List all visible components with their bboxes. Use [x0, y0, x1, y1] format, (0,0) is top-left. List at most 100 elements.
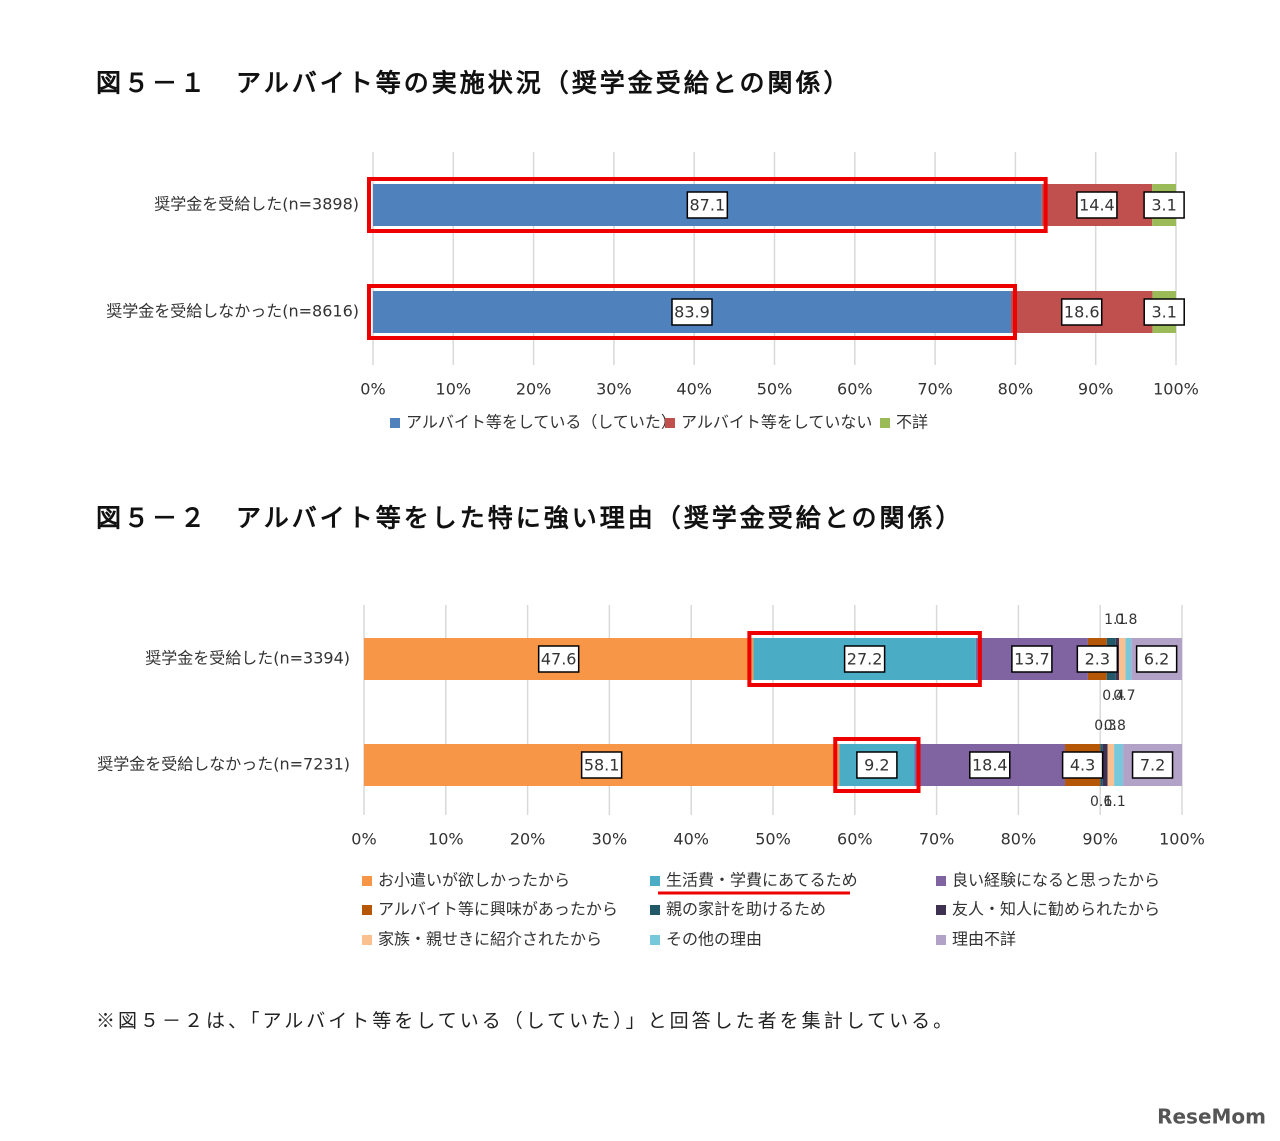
bar-segment [1114, 744, 1124, 786]
x-tick-label: 40% [676, 380, 712, 399]
data-label: 0.6 [1090, 794, 1112, 810]
legend-swatch [650, 876, 660, 886]
highlight-frame [367, 284, 1017, 340]
data-label: 14.4 [1079, 196, 1115, 215]
legend-swatch [362, 935, 372, 945]
x-tick-label: 20% [516, 380, 552, 399]
label-box [1061, 751, 1104, 779]
highlight-frame [367, 177, 1048, 233]
x-tick-label: 80% [998, 380, 1034, 399]
data-label: 3.1 [1151, 196, 1176, 215]
x-tick-label: 80% [1001, 830, 1037, 849]
label-box [1143, 298, 1185, 326]
legend-label: その他の理由 [666, 930, 762, 949]
legend-label: 親の家計を助けるため [666, 900, 826, 919]
highlight-frame [833, 737, 921, 793]
data-label: 13.7 [1014, 650, 1050, 669]
x-tick-label: 30% [596, 380, 632, 399]
x-tick-label: 60% [837, 830, 873, 849]
legend-label: アルバイト等に興味があったから [378, 900, 618, 919]
legend-label: 良い経験になると思ったから [952, 871, 1160, 890]
data-label: 3.1 [1151, 303, 1176, 322]
bar-segment [1125, 638, 1132, 680]
x-tick-label: 50% [755, 830, 791, 849]
x-tick-label: 0% [351, 830, 376, 849]
legend-swatch [362, 876, 372, 886]
legend-swatch [936, 876, 946, 886]
data-label: 27.2 [847, 650, 883, 669]
label-box [1060, 298, 1103, 326]
label-box [969, 751, 1011, 779]
legend-label: 生活費・学費にあてるため [666, 871, 858, 890]
category-label: 奨学金を受給しなかった(n=8616) [106, 302, 359, 321]
data-label: 1.1 [1104, 612, 1126, 628]
x-tick-label: 60% [837, 380, 873, 399]
data-label: 83.9 [674, 303, 710, 322]
legend-swatch [880, 418, 890, 428]
footnote: ※図５－２は、「アルバイト等をしている（していた）」と回答した者を集計している。 [96, 1010, 955, 1032]
label-box [1131, 751, 1174, 779]
legend-label: お小遣いが欲しかったから [378, 871, 570, 890]
label-box [537, 645, 580, 673]
legend-swatch [936, 905, 946, 915]
category-label: 奨学金を受給した(n=3394) [145, 649, 350, 668]
x-tick-label: 10% [436, 380, 472, 399]
legend-label: アルバイト等をしていない [681, 413, 872, 432]
x-tick-label: 20% [510, 830, 546, 849]
data-label: 18.6 [1064, 303, 1100, 322]
highlight-frame [747, 631, 982, 687]
legend-label: アルバイト等をしている（していた） [406, 413, 677, 432]
x-tick-label: 40% [673, 830, 709, 849]
x-tick-label: 0% [360, 380, 385, 399]
data-label: 2.3 [1085, 650, 1110, 669]
x-tick-label: 50% [757, 380, 793, 399]
label-box [1011, 645, 1053, 673]
chart-title: 図５－１ アルバイト等の実施状況（奨学金受給との関係） [96, 69, 852, 98]
label-box [1135, 645, 1178, 673]
label-box [843, 645, 886, 673]
data-label: 58.1 [584, 756, 620, 775]
legend-swatch [650, 935, 660, 945]
x-tick-label: 100% [1159, 830, 1205, 849]
legend-swatch [390, 418, 400, 428]
label-box [1076, 191, 1118, 219]
x-tick-label: 100% [1153, 380, 1199, 399]
data-label: 0.4 [1102, 688, 1124, 704]
data-label: 0.8 [1104, 718, 1126, 734]
watermark: ReseMom [1157, 1105, 1266, 1129]
label-box [580, 751, 623, 779]
x-tick-label: 10% [428, 830, 464, 849]
label-box [856, 751, 898, 779]
bar-segment [1119, 638, 1126, 680]
legend-label: 理由不詳 [952, 930, 1016, 949]
x-tick-label: 90% [1082, 830, 1118, 849]
data-label: 1.1 [1103, 794, 1125, 810]
x-tick-label: 30% [592, 830, 628, 849]
data-label: 47.6 [541, 650, 577, 669]
legend-swatch [936, 935, 946, 945]
label-box [671, 298, 713, 326]
legend-swatch [665, 418, 675, 428]
data-label: 6.2 [1144, 650, 1169, 669]
legend-label: 家族・親せきに紹介されたから [378, 930, 602, 949]
data-label: 87.1 [690, 196, 726, 215]
data-label: 0.3 [1094, 718, 1116, 734]
x-tick-label: 70% [919, 830, 955, 849]
bar-segment [1107, 744, 1115, 786]
category-label: 奨学金を受給しなかった(n=7231) [97, 755, 350, 774]
legend-label: 友人・知人に勧められたから [952, 900, 1160, 919]
data-label: 7.2 [1140, 756, 1165, 775]
legend-label: 不詳 [896, 413, 928, 432]
x-tick-label: 70% [917, 380, 953, 399]
data-label: 18.4 [972, 756, 1008, 775]
chart-title: 図５－２ アルバイト等をした特に強い理由（奨学金受給との関係） [96, 504, 964, 533]
data-label: 9.2 [864, 756, 889, 775]
category-label: 奨学金を受給した(n=3898) [154, 195, 359, 214]
legend-swatch [650, 905, 660, 915]
label-box [1143, 191, 1185, 219]
legend-swatch [362, 905, 372, 915]
x-tick-label: 90% [1078, 380, 1114, 399]
label-box [686, 191, 729, 219]
data-label: 0.8 [1115, 612, 1137, 628]
